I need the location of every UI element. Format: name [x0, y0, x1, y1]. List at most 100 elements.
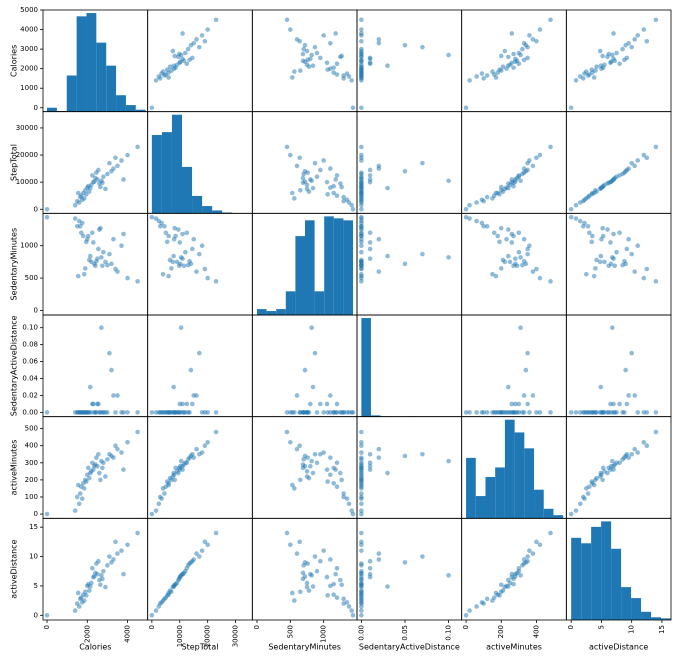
- y-tick-label: 20000: [16, 151, 38, 159]
- scatter-point: [350, 206, 356, 212]
- scatter-point: [86, 475, 92, 481]
- scatter-point: [111, 455, 116, 460]
- scatter-point: [191, 40, 197, 46]
- scatter-point: [359, 491, 364, 496]
- scatter-point: [502, 186, 508, 192]
- scatter-point: [44, 511, 50, 517]
- scatter-point: [505, 384, 511, 390]
- scatter-point: [86, 257, 92, 263]
- y-tick-label: 3000: [20, 45, 38, 53]
- scatter-point: [614, 249, 619, 255]
- scatter-point: [446, 458, 451, 464]
- scatter-point: [167, 64, 173, 69]
- scatter-point: [577, 410, 583, 415]
- y-tick-label: 30000: [16, 124, 38, 132]
- hist-bar: [495, 467, 505, 519]
- scatter-point: [166, 410, 171, 415]
- scatter-point: [479, 197, 485, 203]
- scatter-point: [359, 482, 364, 488]
- hist-bar: [466, 457, 476, 519]
- scatter-point: [191, 236, 197, 242]
- hist-bar: [370, 415, 381, 417]
- scatter-point: [516, 565, 522, 571]
- scatter-point: [525, 160, 530, 166]
- scatter-point: [96, 558, 101, 564]
- scatter-point: [79, 496, 85, 501]
- scatter-point: [185, 46, 191, 52]
- scatter-point: [644, 38, 650, 44]
- scatter-point: [514, 570, 520, 576]
- scatter-point: [184, 565, 190, 571]
- scatter-point: [507, 259, 513, 265]
- scatter-point: [359, 239, 364, 245]
- scatter-point: [644, 266, 650, 272]
- scatter-point: [333, 177, 338, 182]
- scatter-point: [213, 429, 219, 435]
- scatter-point: [513, 574, 518, 579]
- scatter-point: [484, 596, 490, 602]
- scatter-point: [632, 163, 637, 169]
- hist-bar: [504, 419, 515, 519]
- scatter-point: [493, 75, 499, 80]
- cell-frame: [565, 111, 672, 214]
- scatter-point: [624, 55, 630, 61]
- scatter-point: [202, 410, 208, 415]
- scatter-point: [121, 571, 126, 577]
- scatter-point: [534, 410, 539, 415]
- scatter-point: [300, 175, 306, 181]
- scatter-point: [632, 269, 637, 274]
- x-tick-label: 0: [462, 625, 470, 629]
- scatter-point: [305, 561, 310, 566]
- y-tick-label: 10000: [16, 178, 38, 186]
- scatter-point: [312, 44, 318, 50]
- scatter-point: [309, 325, 314, 331]
- scatter-point: [149, 214, 155, 220]
- scatter-point: [170, 48, 176, 54]
- scatter-point: [119, 243, 124, 249]
- scatter-point: [166, 75, 171, 80]
- scatter-point: [350, 105, 356, 111]
- hist-bar: [125, 105, 136, 112]
- scatter-point: [498, 582, 504, 588]
- scatter-point: [107, 451, 112, 457]
- scatter-point: [504, 236, 509, 242]
- x-tick-label: 2000: [83, 625, 91, 643]
- scatter-point: [600, 233, 606, 239]
- scatter-point: [90, 460, 95, 466]
- scatter-point: [171, 470, 176, 476]
- hist-bar: [47, 107, 57, 112]
- scatter-point: [573, 216, 579, 221]
- hist-bar: [543, 508, 554, 519]
- scatter-point: [641, 275, 647, 281]
- scatter-point: [525, 558, 530, 564]
- scatter-point: [632, 393, 637, 398]
- scatter-point: [294, 551, 300, 556]
- scatter-point: [304, 186, 310, 192]
- scatter-point: [509, 571, 515, 577]
- scatter-point: [178, 59, 183, 65]
- scatter-point: [591, 482, 597, 488]
- scatter-point: [135, 530, 140, 536]
- scatter-point: [75, 410, 81, 415]
- hist-bar: [581, 543, 592, 620]
- x-tick-label: 200: [497, 625, 505, 638]
- scatter-point: [72, 202, 78, 208]
- scatter-point: [629, 350, 634, 356]
- scatter-point: [85, 233, 91, 239]
- scatter-point: [612, 263, 618, 269]
- scatter-point: [178, 410, 183, 415]
- scatter-point: [582, 71, 587, 76]
- scatter-point: [205, 275, 210, 281]
- scatter-point: [608, 401, 613, 407]
- y-tick-label: 5000: [20, 6, 38, 14]
- scatter-point: [359, 539, 364, 545]
- scatter-point: [608, 463, 614, 469]
- x-tick-label: 0.05: [401, 625, 409, 641]
- scatter-point: [93, 175, 98, 181]
- scatter-point: [644, 443, 650, 449]
- scatter-point: [213, 279, 219, 284]
- scatter-point: [101, 174, 106, 180]
- scatter-point: [205, 439, 210, 445]
- scatter-point: [184, 61, 190, 67]
- scatter-point: [600, 465, 606, 471]
